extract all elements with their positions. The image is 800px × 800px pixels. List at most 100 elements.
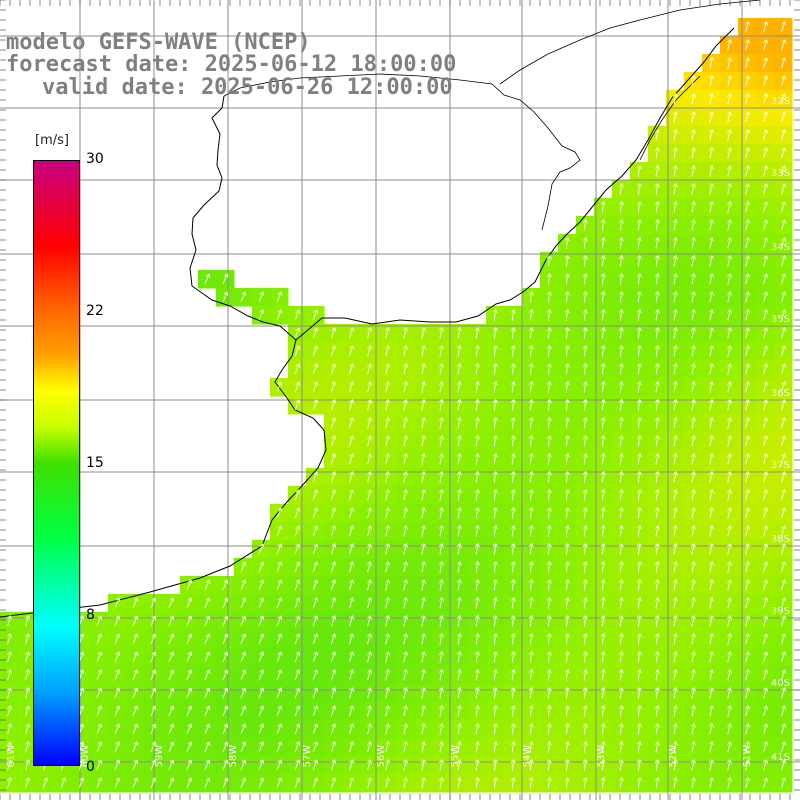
wind-arrow <box>654 525 660 537</box>
wind-arrow <box>186 687 193 699</box>
wind-arrow <box>312 615 319 627</box>
wind-arrow <box>618 201 624 213</box>
wind-arrow <box>510 525 516 537</box>
wind-arrow <box>348 327 355 339</box>
wind-arrow <box>672 273 678 285</box>
wind-arrow <box>510 435 516 447</box>
wind-arrow <box>690 687 696 699</box>
wind-arrow <box>96 741 103 753</box>
wind-arrow <box>456 579 462 591</box>
wind-arrow <box>438 597 444 609</box>
wind-arrow <box>745 579 751 591</box>
wind-arrow <box>763 651 769 663</box>
wind-arrow <box>348 435 355 447</box>
wind-arrow <box>709 705 714 717</box>
wind-arrow <box>780 291 787 303</box>
wind-arrow <box>582 777 588 789</box>
wind-arrow <box>672 93 678 105</box>
wind-arrow <box>727 363 733 375</box>
wind-arrow <box>690 777 696 789</box>
wind-arrow <box>636 435 642 447</box>
wind-arrow <box>348 615 355 627</box>
wind-arrow <box>330 651 337 663</box>
wind-arrow <box>510 669 516 681</box>
wind-arrow <box>745 93 751 105</box>
wind-arrow <box>709 291 714 303</box>
wind-arrow <box>780 579 787 591</box>
wind-arrow <box>204 273 211 285</box>
wind-arrow <box>727 507 733 519</box>
wind-arrow <box>582 633 588 645</box>
wind-arrow <box>312 759 319 771</box>
wind-arrow <box>421 381 426 393</box>
wind-arrow <box>709 525 714 537</box>
wind-arrow <box>672 669 678 681</box>
wind-arrow <box>546 705 552 717</box>
wind-arrow <box>528 327 534 339</box>
wind-arrow <box>564 489 570 501</box>
wind-arrow <box>240 561 247 573</box>
wind-arrow <box>600 651 606 663</box>
wind-arrow <box>654 147 660 159</box>
wind-arrow <box>745 417 751 429</box>
wind-arrow <box>618 255 624 267</box>
wind-arrow <box>438 633 444 645</box>
wind-arrow <box>600 273 606 285</box>
wind-arrow <box>727 147 733 159</box>
wind-arrow <box>727 237 733 249</box>
wind-arrow <box>582 453 588 465</box>
wind-arrow <box>312 399 319 411</box>
wind-arrow <box>745 435 751 447</box>
wind-arrow <box>510 399 516 411</box>
wind-arrow <box>294 615 301 627</box>
wind-arrow <box>654 489 660 501</box>
longitude-label: 58W <box>228 745 239 768</box>
wind-arrow <box>421 489 426 501</box>
wind-arrow <box>582 507 588 519</box>
wind-arrow <box>456 507 462 519</box>
wind-arrow <box>96 687 103 699</box>
wind-arrow <box>636 669 642 681</box>
wind-arrow <box>672 255 678 267</box>
wind-arrow <box>474 561 480 573</box>
wind-arrow <box>528 777 534 789</box>
wind-arrow <box>528 417 534 429</box>
wind-arrow <box>421 723 426 735</box>
wind-arrow <box>582 435 588 447</box>
wind-arrow <box>780 507 787 519</box>
wind-arrow <box>727 687 733 699</box>
wind-arrow <box>618 291 624 303</box>
wind-arrow <box>510 687 516 699</box>
wind-arrow <box>636 201 642 213</box>
wind-arrow <box>367 651 373 663</box>
wind-arrow <box>330 507 337 519</box>
wind-arrow <box>385 543 391 555</box>
latitude-label: 40S <box>771 678 790 689</box>
wind-arrow <box>582 399 588 411</box>
wind-arrow <box>294 723 301 735</box>
wind-arrow <box>492 345 498 357</box>
wind-arrow <box>438 453 444 465</box>
wind-arrow <box>438 471 444 483</box>
wind-arrow <box>204 633 211 645</box>
wind-arrow <box>168 741 175 753</box>
wind-arrow <box>403 435 408 447</box>
wind-arrow <box>582 255 588 267</box>
wind-arrow <box>438 363 444 375</box>
wind-arrow <box>348 687 355 699</box>
wind-arrow <box>348 381 355 393</box>
wind-arrow <box>672 453 678 465</box>
wind-arrow <box>618 705 624 717</box>
wind-arrow <box>654 381 660 393</box>
wind-arrow <box>709 93 714 105</box>
wind-arrow <box>330 417 337 429</box>
wind-arrow <box>780 327 787 339</box>
wind-arrow <box>709 309 714 321</box>
wind-arrow <box>204 579 211 591</box>
wind-arrow <box>690 561 696 573</box>
wind-arrow <box>564 453 570 465</box>
wind-arrow <box>312 489 319 501</box>
wind-arrow <box>492 687 498 699</box>
wind-arrow <box>510 723 516 735</box>
wind-arrow <box>528 723 534 735</box>
